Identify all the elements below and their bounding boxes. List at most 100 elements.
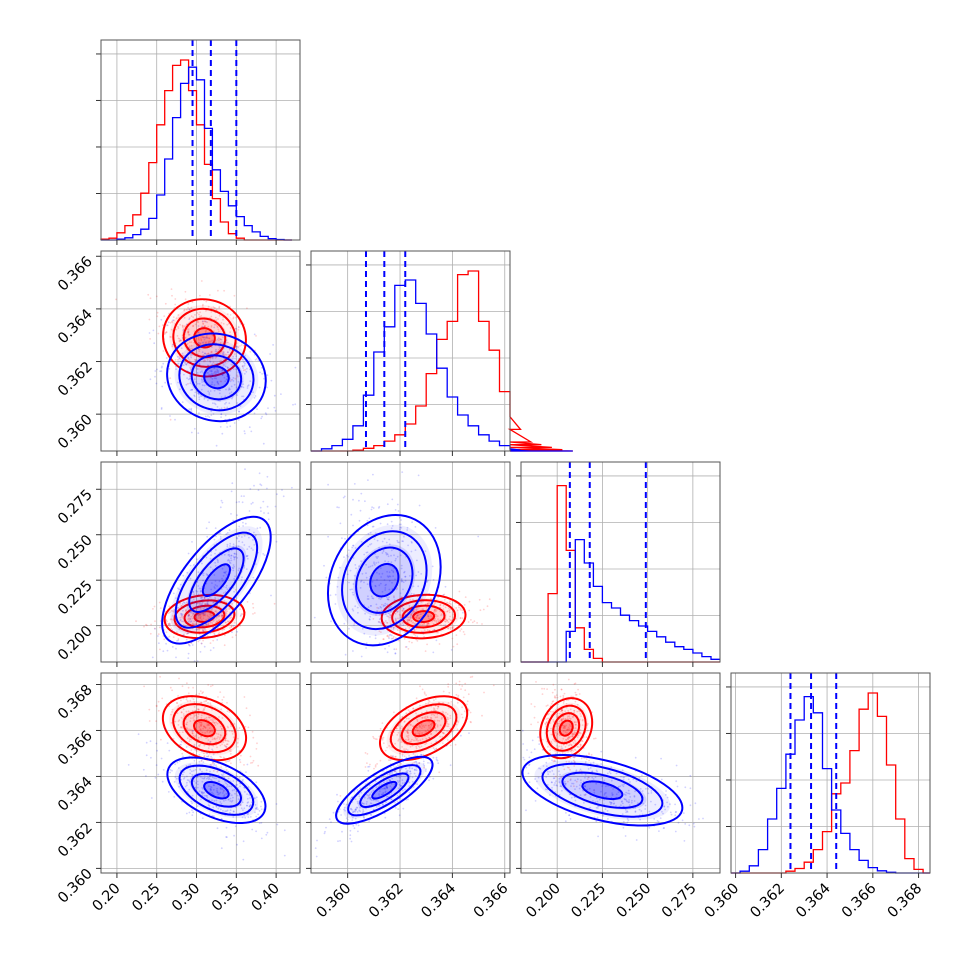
x-tick-label: 0.366 (839, 881, 880, 922)
contour-line (369, 562, 400, 598)
contour-line (401, 604, 446, 629)
histogram-red (311, 270, 573, 452)
histogram-blue (521, 538, 720, 663)
histogram-blue (731, 695, 930, 874)
panel-scatter-2-0 (100, 461, 301, 663)
x-axis-3: 0.360 0.362 0.364 0.366 0.368 (702, 873, 926, 922)
panel-frame (310, 461, 511, 663)
panel-frame (100, 39, 301, 241)
contour-line (389, 703, 458, 754)
x-tick-label: 0.360 (314, 881, 355, 922)
density-fill (174, 340, 259, 415)
density-fill (189, 772, 244, 809)
contour-line (188, 547, 245, 613)
x-tick-label: 0.200 (523, 881, 564, 922)
density-fill (189, 353, 244, 402)
panel-hist-3 (726, 672, 931, 874)
contour-line (411, 719, 436, 738)
scatter-points (313, 471, 480, 662)
x-tick-label: 0.364 (793, 881, 834, 922)
contour-line (558, 719, 574, 737)
histogram-red (731, 692, 930, 874)
x-tick-label: 0.25 (129, 881, 163, 915)
histogram-blue (101, 66, 292, 241)
x-tick-label: 0.368 (885, 881, 926, 922)
contour-line (161, 515, 272, 645)
panel-frame (310, 672, 511, 874)
panel-scatter-3-1 (310, 672, 511, 874)
contour-line (541, 762, 664, 818)
density-fill (202, 564, 230, 597)
x-tick-label: 0.362 (366, 881, 407, 922)
x-tick-label: 0.40 (249, 881, 283, 915)
x-tick-label: 0.250 (614, 881, 655, 922)
contour-line (341, 530, 428, 631)
panel-frame (100, 461, 301, 663)
x-tick-label: 0.20 (90, 881, 124, 915)
contour-line (347, 764, 422, 817)
y-axis-1: 0.360 0.362 0.364 0.366 (55, 254, 101, 453)
contour-line (162, 298, 247, 378)
panel-scatter-3-2 (520, 672, 721, 874)
density-fill (336, 524, 433, 636)
contour-line (400, 711, 447, 746)
histogram-red (100, 59, 292, 241)
contour-line (355, 546, 414, 614)
contour-line (178, 764, 255, 816)
contour-line (521, 754, 684, 827)
x-tick-label: 0.275 (659, 881, 700, 922)
x-axis-1: 0.360 0.362 0.364 0.366 (314, 451, 512, 921)
density-fill (357, 771, 411, 809)
panel-scatter-2-1 (310, 461, 511, 663)
y-tick-label: 0.275 (55, 487, 96, 528)
density-fill (372, 781, 397, 799)
contour-line (326, 514, 442, 647)
contour-line (161, 695, 248, 762)
x-tick-label: 0.30 (169, 881, 203, 915)
panel-hist-1 (306, 250, 573, 452)
contour-line (359, 772, 410, 808)
contour-line (163, 593, 246, 640)
contour-line (371, 780, 398, 800)
contour-line (203, 365, 230, 390)
contour-line (172, 703, 237, 754)
contour-line (190, 354, 243, 401)
contour-line (581, 780, 624, 801)
panel-scatter-1-0 (100, 250, 301, 452)
contour-line (391, 599, 457, 634)
contour-line (203, 781, 230, 800)
contour-line (183, 604, 226, 629)
y-tick-label: 0.366 (55, 728, 96, 769)
density-fill (170, 526, 263, 635)
density-fill (558, 770, 647, 810)
panel-frame (730, 672, 931, 874)
x-tick-label: 0.366 (471, 881, 512, 922)
y-tick-label: 0.360 (55, 412, 96, 453)
y-tick-label: 0.362 (55, 820, 96, 861)
histogram-red (521, 484, 720, 663)
x-tick-label: 0.225 (569, 881, 610, 922)
y-tick-label: 0.368 (55, 682, 96, 723)
y-tick-label: 0.225 (55, 578, 96, 619)
y-tick-label: 0.200 (55, 623, 96, 664)
contour-line (545, 704, 587, 752)
density-fill (343, 761, 426, 819)
y-tick-label: 0.360 (55, 866, 96, 907)
x-tick-label: 0.360 (702, 881, 743, 922)
density-fill (194, 720, 215, 737)
panel-hist-2 (516, 461, 721, 663)
x-tick-label: 0.362 (747, 881, 788, 922)
density-fill (186, 545, 247, 616)
contour-line (335, 755, 434, 825)
density-fill (181, 316, 228, 360)
contour-line (380, 593, 467, 640)
contour-line (378, 695, 469, 762)
histogram-blue (311, 279, 573, 452)
contour-line (201, 563, 231, 598)
density-fill (204, 366, 229, 389)
contour-line (552, 712, 581, 745)
density-fill (551, 711, 581, 745)
density-fill (559, 720, 573, 736)
contour-line (166, 332, 267, 423)
